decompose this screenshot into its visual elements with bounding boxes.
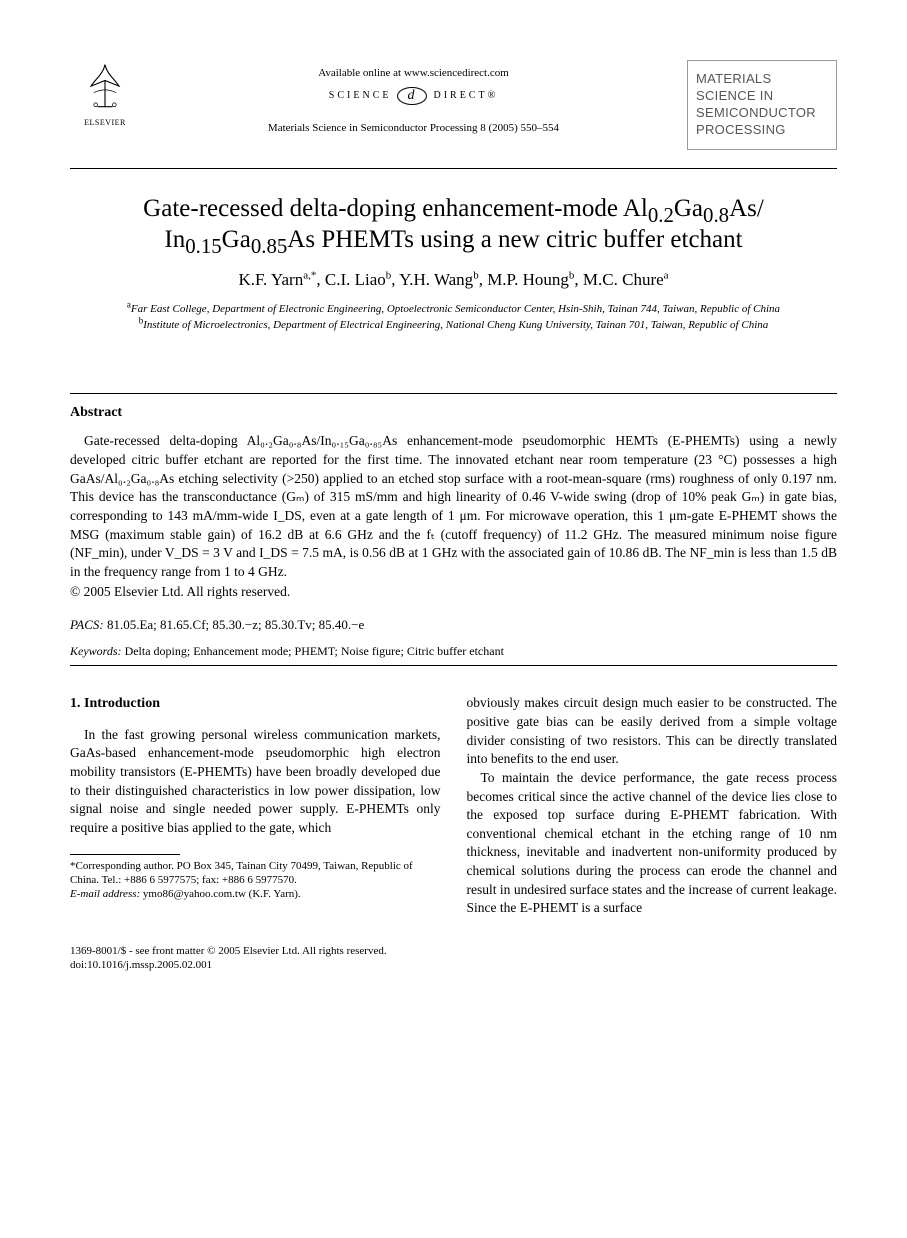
journal-box-line: PROCESSING: [696, 122, 828, 139]
email-label: E-mail address:: [70, 888, 140, 900]
affil-text: Institute of Microelectronics, Departmen…: [143, 319, 768, 331]
journal-citation: Materials Science in Semiconductor Proce…: [140, 121, 687, 136]
available-online-text: Available online at www.sciencedirect.co…: [140, 66, 687, 81]
affiliation-b: bInstitute of Microelectronics, Departme…: [90, 318, 817, 332]
keywords-line: Keywords: Delta doping; Enhancement mode…: [70, 643, 837, 659]
abstract-block: Abstract Gate-recessed delta-doping Al₀.…: [70, 393, 837, 667]
body-paragraph: obviously makes circuit design much easi…: [467, 694, 838, 769]
pacs-line: PACS: 81.05.Ea; 81.65.Cf; 85.30.−z; 85.3…: [70, 616, 837, 634]
footnote-text: *Corresponding author. PO Box 345, Taina…: [70, 860, 413, 886]
affil-text: Far East College, Department of Electron…: [131, 303, 780, 315]
sciencedirect-logo: SCIENCE d DIRECT®: [140, 87, 687, 105]
author-affil-marker: a,*: [303, 269, 316, 281]
journal-box-line: SEMICONDUCTOR: [696, 105, 828, 122]
author-name: C.I. Liao: [325, 270, 386, 289]
right-column: obviously makes circuit design much easi…: [467, 694, 838, 918]
article-title: Gate-recessed delta-doping enhancement-m…: [70, 193, 837, 256]
title-subscript: 0.85: [251, 234, 287, 258]
title-part: Ga: [222, 226, 251, 253]
title-part: Gate-recessed delta-doping enhancement-m…: [143, 195, 648, 222]
title-part: As PHEMTs using a new citric buffer etch…: [287, 226, 742, 253]
author-affil-marker: a: [664, 269, 669, 281]
paper-header: ELSEVIER Available online at www.science…: [70, 60, 837, 150]
body-columns: 1. Introduction In the fast growing pers…: [70, 694, 837, 918]
journal-title-box: MATERIALS SCIENCE IN SEMICONDUCTOR PROCE…: [687, 60, 837, 150]
author-name: K.F. Yarn: [238, 270, 303, 289]
author-name: M.C. Chure: [583, 270, 664, 289]
abstract-bottom-rule: [70, 665, 837, 666]
copyright-line: © 2005 Elsevier Ltd. All rights reserved…: [70, 583, 837, 601]
page-footer: 1369-8001/$ - see front matter © 2005 El…: [70, 944, 837, 973]
title-subscript: 0.15: [185, 234, 221, 258]
header-center: Available online at www.sciencedirect.co…: [140, 60, 687, 136]
abstract-text: Gate-recessed delta-doping Al₀.₂Ga₀.₈As/…: [70, 432, 837, 581]
author-affil-marker: b: [569, 269, 575, 281]
keywords-label: Keywords:: [70, 644, 122, 658]
header-rule: [70, 168, 837, 169]
footer-doi: doi:10.1016/j.mssp.2005.02.001: [70, 958, 837, 972]
title-part: In: [164, 226, 185, 253]
title-part: As/: [729, 195, 764, 222]
left-column: 1. Introduction In the fast growing pers…: [70, 694, 441, 918]
affiliation-a: aFar East College, Department of Electro…: [90, 302, 817, 316]
author-affil-marker: b: [386, 269, 392, 281]
science-text-left: SCIENCE: [329, 89, 392, 103]
publisher-logo: ELSEVIER: [70, 60, 140, 129]
author-list: K.F. Yarna,*, C.I. Liaob, Y.H. Wangb, M.…: [70, 269, 837, 292]
footnote-rule: [70, 854, 180, 855]
abstract-heading: Abstract: [70, 404, 837, 423]
science-text-right: DIRECT®: [433, 89, 498, 103]
journal-box-line: MATERIALS: [696, 71, 828, 88]
footer-front-matter: 1369-8001/$ - see front matter © 2005 El…: [70, 944, 837, 958]
sciencedirect-d-icon: d: [397, 87, 427, 105]
title-part: Ga: [674, 195, 703, 222]
body-paragraph: In the fast growing personal wireless co…: [70, 726, 441, 838]
journal-box-line: SCIENCE IN: [696, 88, 828, 105]
corresponding-author-footnote: *Corresponding author. PO Box 345, Taina…: [70, 859, 441, 888]
author-name: Y.H. Wang: [399, 270, 473, 289]
title-subscript: 0.2: [648, 203, 674, 227]
email-value: ymo86@yahoo.com.tw (K.F. Yarn).: [143, 888, 301, 900]
email-footnote: E-mail address: ymo86@yahoo.com.tw (K.F.…: [70, 887, 441, 901]
body-paragraph: To maintain the device performance, the …: [467, 769, 838, 918]
abstract-top-rule: [70, 393, 837, 394]
section-heading: 1. Introduction: [70, 694, 441, 713]
keywords-text: Delta doping; Enhancement mode; PHEMT; N…: [125, 644, 504, 658]
author-name: M.P. Houng: [487, 270, 569, 289]
pacs-codes: 81.05.Ea; 81.65.Cf; 85.30.−z; 85.30.Tv; …: [107, 617, 364, 632]
publisher-name: ELSEVIER: [70, 118, 140, 129]
abstract-body: Gate-recessed delta-doping Al₀.₂Ga₀.₈As/…: [70, 433, 837, 578]
title-subscript: 0.8: [703, 203, 729, 227]
pacs-label: PACS:: [70, 617, 104, 632]
author-affil-marker: b: [473, 269, 479, 281]
elsevier-tree-icon: [77, 60, 133, 116]
